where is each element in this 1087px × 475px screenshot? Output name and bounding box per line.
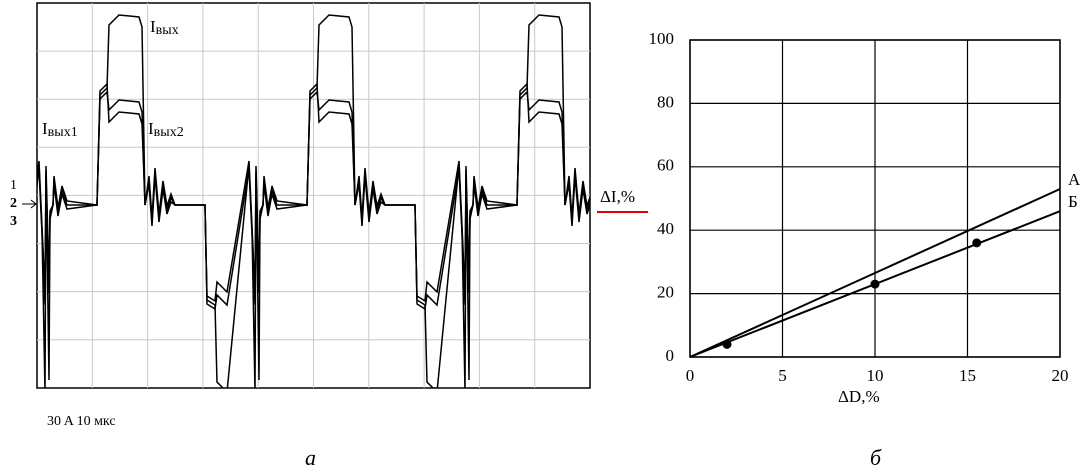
series-label: Б xyxy=(1068,192,1078,211)
marker xyxy=(972,238,981,247)
y-tick-label: 20 xyxy=(657,283,674,302)
channel-label: 1 xyxy=(10,178,17,193)
trace-label: Iвых1 xyxy=(42,119,78,140)
x-tick-label: 10 xyxy=(867,366,884,385)
channel-label: 3 xyxy=(10,214,17,229)
marker xyxy=(723,340,732,349)
y-tick-label: 80 xyxy=(657,92,674,111)
trace-label: Iвых xyxy=(150,17,179,38)
x-tick-label: 15 xyxy=(959,366,976,385)
figure: Iвых Iвых1 Iвых2 1 2 3 30 A 10 мкс а ΔI,… xyxy=(0,0,1087,475)
y-tick-label: 40 xyxy=(657,219,674,238)
y-tick-label: 100 xyxy=(649,29,675,48)
channel-label: 2 xyxy=(10,196,17,211)
x-tick-label: 0 xyxy=(686,366,695,385)
channel-arrow xyxy=(22,200,36,208)
x-tick-label: 20 xyxy=(1052,366,1069,385)
trace-label: Iвых2 xyxy=(148,119,184,140)
x-axis-label: ΔD,% xyxy=(838,387,880,406)
oscillogram: Iвых Iвых1 Iвых2 1 2 3 30 A 10 мкс а xyxy=(0,3,727,470)
panel-label: б xyxy=(870,445,882,470)
series-label: А xyxy=(1068,170,1081,189)
panel-label: а xyxy=(305,445,316,470)
y-tick-label: 0 xyxy=(666,346,675,365)
y-tick-label: 60 xyxy=(657,156,674,175)
x-tick-label: 5 xyxy=(778,366,787,385)
scale-label: 30 A 10 мкс xyxy=(47,414,116,429)
osc-grid xyxy=(37,3,590,388)
page: Iвых Iвых1 Iвых2 1 2 3 30 A 10 мкс а ΔI,… xyxy=(0,0,1087,475)
marker xyxy=(871,280,880,289)
y-axis-label: ΔI,% xyxy=(600,187,635,206)
chart: ΔI,% ΔD,% б 0 20 40 60 80 100 0 5 10 15 20 АБ xyxy=(597,29,1081,470)
